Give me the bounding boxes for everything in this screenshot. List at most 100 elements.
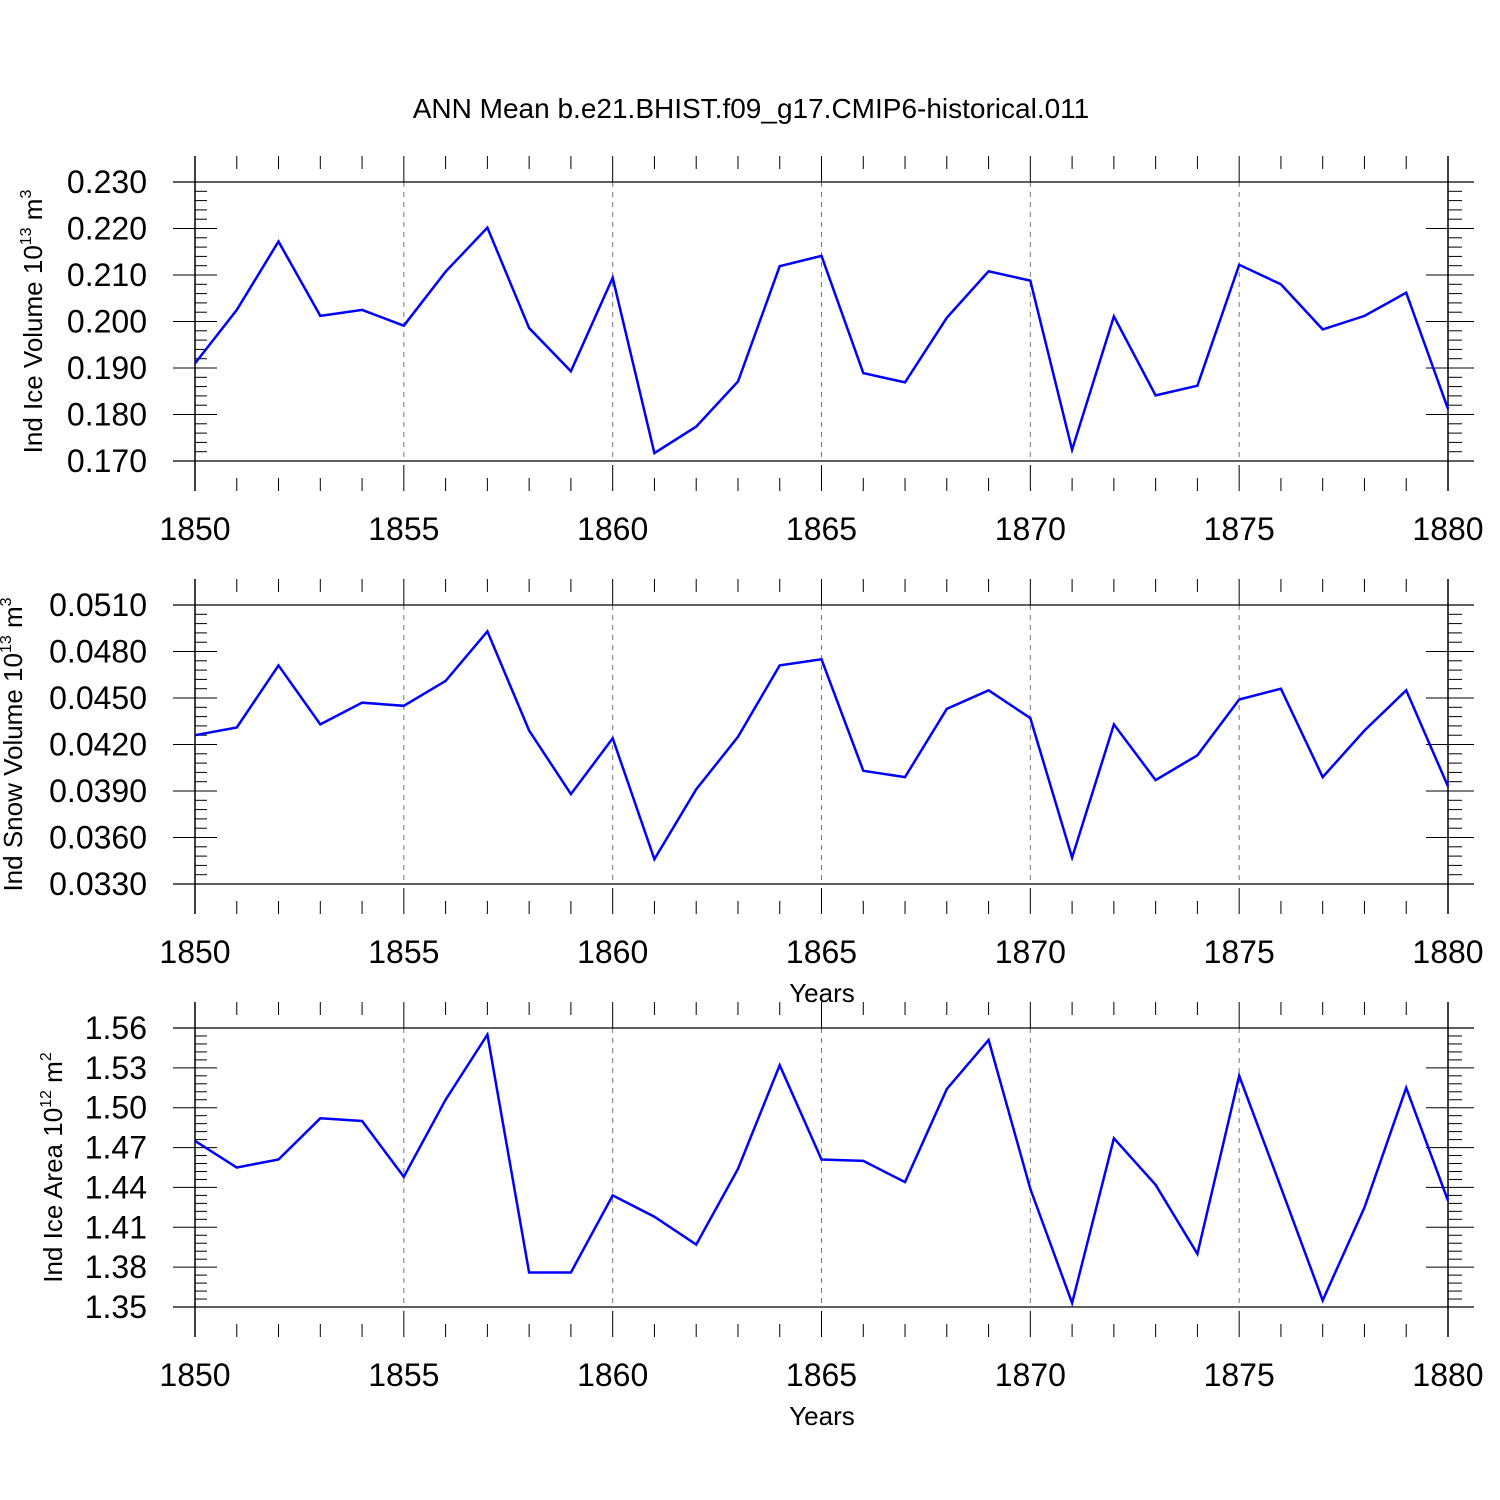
x-axis-label: Years [789, 1401, 855, 1431]
data-point [1238, 1075, 1240, 1077]
data-point [1322, 1299, 1324, 1301]
data-point [1071, 1302, 1073, 1304]
y-tick-label: 0.210 [67, 257, 147, 293]
y-tick-label: 0.220 [67, 211, 147, 247]
data-point [1113, 1137, 1115, 1139]
data-point [319, 723, 321, 725]
data-point [737, 736, 739, 738]
data-point [403, 325, 405, 327]
y-tick-label: 1.35 [85, 1289, 147, 1325]
y-tick-label: 1.44 [85, 1169, 147, 1205]
data-point [988, 270, 990, 272]
data-point [737, 380, 739, 382]
y-tick-label: 0.0450 [49, 680, 147, 716]
data-point [946, 708, 948, 710]
y-tick-label: 0.200 [67, 304, 147, 340]
x-tick-label: 1870 [995, 934, 1066, 970]
y-tick-label: 0.180 [67, 397, 147, 433]
data-point [278, 1159, 280, 1161]
data-point [779, 664, 781, 666]
data-point [278, 241, 280, 243]
data-point [570, 370, 572, 372]
data-point [486, 1034, 488, 1036]
y-axis-label: Ind Snow Volume 1013 m3 [0, 597, 28, 891]
data-point [904, 1181, 906, 1183]
data-point [1029, 280, 1031, 282]
data-point [1280, 1186, 1282, 1188]
data-point [737, 1168, 739, 1170]
data-point [1155, 779, 1157, 781]
data-point [403, 705, 405, 707]
x-tick-label: 1855 [368, 1357, 439, 1393]
y-tick-label: 1.56 [85, 1010, 147, 1046]
data-point [361, 702, 363, 704]
data-point [612, 277, 614, 279]
data-point [528, 1271, 530, 1273]
data-point [1447, 1200, 1449, 1202]
panel-1: 0.170 0.180 0.190 0.200 0.210 0.220 0.230 1850 1… [18, 156, 1484, 547]
y-axis-label: Ind Ice Volume 1013 m3 [18, 190, 48, 454]
y-tick-label: 1.41 [85, 1209, 147, 1245]
data-point [695, 1244, 697, 1246]
data-point [486, 227, 488, 229]
data-point [779, 265, 781, 267]
data-point [653, 858, 655, 860]
y-tick-label: 0.0420 [49, 727, 147, 763]
series-line [194, 1031, 1450, 1308]
x-tick-label: 1875 [1204, 1357, 1275, 1393]
data-point [695, 788, 697, 790]
data-point [1447, 785, 1449, 787]
x-tick-label: 1850 [159, 511, 230, 547]
y-tick-label: 0.170 [67, 443, 147, 479]
data-point [1238, 264, 1240, 266]
x-tick-label: 1880 [1412, 511, 1483, 547]
x-tick-label: 1865 [786, 1357, 857, 1393]
panel-2: 0.0330 0.0360 0.0390 0.0420 0.0450 0.0480 0.05… [0, 579, 1484, 1008]
data-point [1196, 754, 1198, 756]
y-tick-label: 0.0330 [49, 866, 147, 902]
data-point [361, 309, 363, 311]
data-point [862, 1160, 864, 1162]
data-point [1113, 723, 1115, 725]
data-point [1071, 857, 1073, 859]
data-point [862, 372, 864, 374]
y-tick-label: 1.47 [85, 1130, 147, 1166]
y-tick-label: 0.190 [67, 350, 147, 386]
data-point [445, 1099, 447, 1101]
panel-3: 1.35 1.38 1.41 1.441.47 1.50 1.53 1.56 1850 1855… [38, 1002, 1484, 1431]
data-point [1405, 1087, 1407, 1089]
data-point [821, 658, 823, 660]
data-point [1363, 315, 1365, 317]
data-point [445, 271, 447, 273]
x-tick-label: 1865 [786, 934, 857, 970]
x-tick-label: 1855 [368, 934, 439, 970]
data-point [319, 315, 321, 317]
x-tick-label: 1855 [368, 511, 439, 547]
data-point [1405, 689, 1407, 691]
series-line [194, 629, 1450, 863]
x-tick-label: 1850 [159, 934, 230, 970]
y-tick-label: 1.38 [85, 1249, 147, 1285]
x-tick-label: 1860 [577, 511, 648, 547]
data-point [1155, 1184, 1157, 1186]
data-point [194, 1140, 196, 1142]
y-tick-label: 0.230 [67, 164, 147, 200]
series-line [194, 225, 1450, 456]
x-tick-label: 1875 [1204, 934, 1275, 970]
data-point [988, 1039, 990, 1041]
data-point [236, 1167, 238, 1169]
data-point [194, 734, 196, 736]
x-tick-label: 1860 [577, 1357, 648, 1393]
data-point [988, 689, 990, 691]
y-axis-label: Ind Ice Area 1012 m2 [38, 1052, 68, 1283]
data-point [486, 630, 488, 632]
y-tick-label: 0.0480 [49, 634, 147, 670]
y-tick-label: 0.0510 [49, 587, 147, 623]
data-point [236, 726, 238, 728]
data-point [194, 362, 196, 364]
data-point [278, 664, 280, 666]
data-point [821, 1159, 823, 1161]
data-point [1029, 717, 1031, 719]
chart-title: ANN Mean b.e21.BHIST.f09_g17.CMIP6-histo… [413, 93, 1089, 124]
data-point [361, 1120, 363, 1122]
